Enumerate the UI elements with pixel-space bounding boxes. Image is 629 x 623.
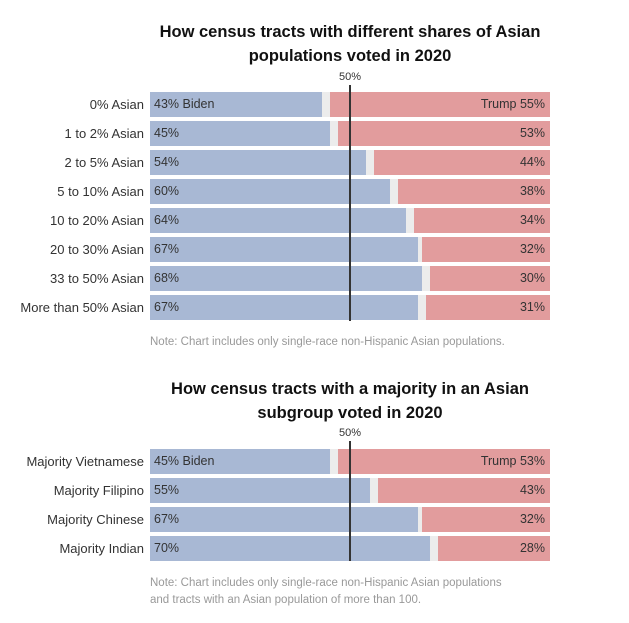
trump-bar [338, 121, 550, 146]
category-label: Majority Filipino [53, 483, 144, 498]
biden-bar [150, 478, 370, 503]
category-label: 20 to 30% Asian [50, 242, 144, 257]
trump-value-label: 32% [519, 242, 545, 256]
trump-bar [430, 266, 550, 291]
category-label: 1 to 2% Asian [64, 126, 145, 141]
title-line: How census tracts with a majority in an … [171, 380, 529, 398]
biden-value-label: 45% [154, 126, 180, 140]
biden-value-label: 45% Biden [154, 454, 215, 468]
trump-bar [378, 478, 550, 503]
trump-value-label: Trump 55% [480, 97, 545, 111]
trump-value-label: 44% [519, 155, 545, 169]
biden-value-label: 67% [154, 512, 180, 526]
category-label: 33 to 50% Asian [50, 271, 144, 286]
trump-value-label: 32% [519, 512, 545, 526]
biden-value-label: 67% [154, 300, 180, 314]
biden-value-label: 67% [154, 242, 180, 256]
category-label: 2 to 5% Asian [64, 155, 145, 170]
chart-2-title: How census tracts with a majority in an … [130, 377, 570, 425]
biden-value-label: 55% [154, 483, 180, 497]
biden-value-label: 70% [154, 541, 180, 555]
note-line: and tracts with an Asian population of m… [150, 594, 422, 606]
biden-bar [150, 237, 418, 262]
trump-value-label: 31% [519, 300, 545, 314]
title-line: How census tracts with different shares … [159, 23, 541, 41]
midline-label: 50% [338, 427, 362, 439]
trump-bar [438, 536, 550, 561]
title-line: subgroup voted in 2020 [257, 404, 443, 422]
biden-value-label: 64% [154, 213, 180, 227]
biden-bar [150, 179, 390, 204]
midline-label: 50% [338, 71, 362, 83]
trump-value-label: 28% [519, 541, 545, 555]
trump-value-label: 34% [519, 213, 545, 227]
trump-bar [426, 295, 550, 320]
category-label: 5 to 10% Asian [57, 184, 144, 199]
biden-bar [150, 150, 366, 175]
trump-bar [338, 449, 550, 474]
trump-value-label: Trump 53% [480, 454, 545, 468]
fifty-percent-line [349, 441, 351, 561]
biden-bar [150, 121, 330, 146]
biden-value-label: 54% [154, 155, 180, 169]
category-label: Majority Vietnamese [26, 454, 144, 469]
biden-bar [150, 536, 430, 561]
chart-1-title: How census tracts with different shares … [130, 20, 570, 68]
biden-bar [150, 295, 418, 320]
trump-bar [398, 179, 550, 204]
note-line: Note: Chart includes only single-race no… [150, 577, 502, 589]
biden-bar [150, 266, 422, 291]
chart-2-note: Note: Chart includes only single-race no… [150, 575, 570, 609]
trump-bar [374, 150, 550, 175]
category-label: Majority Indian [59, 541, 144, 556]
biden-bar [150, 92, 322, 117]
trump-value-label: 43% [519, 483, 545, 497]
trump-value-label: 53% [519, 126, 545, 140]
title-line: populations voted in 2020 [248, 47, 452, 65]
category-label: 10 to 20% Asian [50, 213, 144, 228]
biden-value-label: 43% Biden [154, 97, 215, 111]
category-label: 0% Asian [89, 97, 144, 112]
biden-bar [150, 208, 406, 233]
category-label: More than 50% Asian [20, 300, 144, 315]
biden-value-label: 60% [154, 184, 180, 198]
trump-value-label: 38% [519, 184, 545, 198]
fifty-percent-line [349, 85, 351, 321]
trump-bar [422, 237, 550, 262]
trump-bar [422, 507, 550, 532]
biden-value-label: 68% [154, 271, 180, 285]
trump-bar [414, 208, 550, 233]
chart-1-note: Note: Chart includes only single-race no… [150, 336, 505, 348]
biden-bar [150, 507, 418, 532]
trump-value-label: 30% [519, 271, 545, 285]
category-label: Majority Chinese [47, 512, 144, 527]
trump-bar [330, 92, 550, 117]
biden-bar [150, 449, 330, 474]
